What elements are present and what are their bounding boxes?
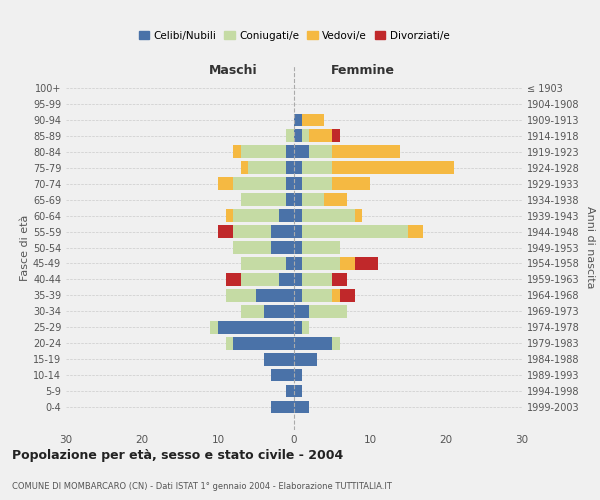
Bar xyxy=(302,178,332,190)
Bar xyxy=(302,257,340,270)
Bar xyxy=(271,401,294,413)
Bar xyxy=(286,146,294,158)
Bar xyxy=(226,210,233,222)
Bar xyxy=(218,321,294,334)
Bar xyxy=(241,146,286,158)
Bar xyxy=(332,289,340,302)
Bar xyxy=(294,337,332,349)
Bar xyxy=(294,273,302,285)
Bar xyxy=(332,273,347,285)
Bar xyxy=(271,369,294,382)
Bar xyxy=(302,242,340,254)
Y-axis label: Fasce di età: Fasce di età xyxy=(20,214,30,280)
Bar xyxy=(302,114,325,126)
Bar xyxy=(302,321,309,334)
Bar xyxy=(294,401,309,413)
Bar xyxy=(241,194,286,206)
Bar xyxy=(302,226,408,238)
Bar xyxy=(294,369,302,382)
Bar xyxy=(286,194,294,206)
Bar xyxy=(226,337,233,349)
Bar xyxy=(355,257,377,270)
Bar xyxy=(294,289,302,302)
Bar xyxy=(302,210,355,222)
Text: Popolazione per età, sesso e stato civile - 2004: Popolazione per età, sesso e stato civil… xyxy=(12,450,343,462)
Bar xyxy=(340,257,355,270)
Bar xyxy=(355,210,362,222)
Bar xyxy=(408,226,423,238)
Bar xyxy=(294,385,302,398)
Bar xyxy=(233,178,286,190)
Bar xyxy=(241,257,286,270)
Bar xyxy=(241,305,263,318)
Bar xyxy=(241,273,279,285)
Legend: Celibi/Nubili, Coniugati/e, Vedovi/e, Divorziati/e: Celibi/Nubili, Coniugati/e, Vedovi/e, Di… xyxy=(134,26,454,44)
Bar xyxy=(271,242,294,254)
Bar xyxy=(286,385,294,398)
Bar xyxy=(226,289,256,302)
Bar xyxy=(302,130,309,142)
Bar xyxy=(332,130,340,142)
Bar xyxy=(279,210,294,222)
Text: Maschi: Maschi xyxy=(209,64,257,76)
Bar xyxy=(226,273,241,285)
Bar xyxy=(279,273,294,285)
Bar xyxy=(248,162,286,174)
Bar xyxy=(340,289,355,302)
Bar xyxy=(302,194,325,206)
Bar xyxy=(286,257,294,270)
Bar xyxy=(309,305,347,318)
Bar xyxy=(218,226,233,238)
Bar xyxy=(332,178,370,190)
Bar xyxy=(241,162,248,174)
Bar xyxy=(211,321,218,334)
Bar xyxy=(294,146,309,158)
Bar xyxy=(332,146,400,158)
Bar xyxy=(294,242,302,254)
Bar xyxy=(271,226,294,238)
Bar xyxy=(294,321,302,334)
Bar xyxy=(263,305,294,318)
Y-axis label: Anni di nascita: Anni di nascita xyxy=(585,206,595,289)
Bar xyxy=(294,305,309,318)
Bar xyxy=(294,257,302,270)
Bar xyxy=(256,289,294,302)
Text: COMUNE DI MOMBARCARO (CN) - Dati ISTAT 1° gennaio 2004 - Elaborazione TUTTITALIA: COMUNE DI MOMBARCARO (CN) - Dati ISTAT 1… xyxy=(12,482,392,491)
Bar xyxy=(302,162,332,174)
Bar xyxy=(294,226,302,238)
Bar xyxy=(233,210,279,222)
Bar xyxy=(286,162,294,174)
Bar xyxy=(294,130,302,142)
Bar xyxy=(218,178,233,190)
Bar xyxy=(294,162,302,174)
Bar xyxy=(325,194,347,206)
Bar xyxy=(294,194,302,206)
Bar xyxy=(332,162,454,174)
Bar xyxy=(233,242,271,254)
Bar xyxy=(294,178,302,190)
Bar xyxy=(309,130,332,142)
Bar xyxy=(286,178,294,190)
Text: Femmine: Femmine xyxy=(331,64,394,76)
Bar xyxy=(332,337,340,349)
Bar xyxy=(294,210,302,222)
Bar xyxy=(233,226,271,238)
Bar xyxy=(302,289,332,302)
Bar xyxy=(263,353,294,366)
Bar xyxy=(294,353,317,366)
Bar xyxy=(233,146,241,158)
Bar xyxy=(233,337,294,349)
Bar xyxy=(294,114,302,126)
Bar xyxy=(286,130,294,142)
Bar xyxy=(309,146,332,158)
Bar xyxy=(302,273,332,285)
